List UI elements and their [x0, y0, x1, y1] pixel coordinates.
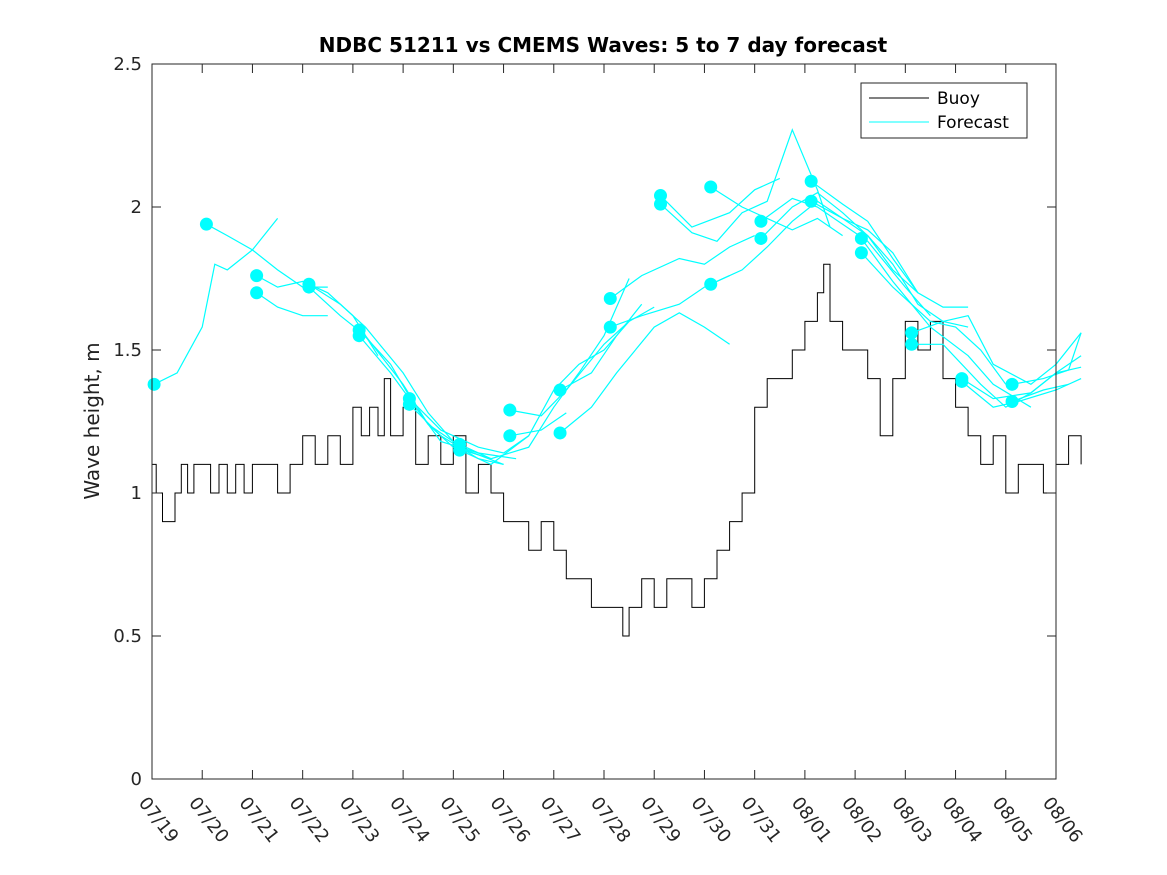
y-tick-label: 2.5: [113, 54, 142, 75]
y-tick-label: 0.5: [113, 626, 142, 647]
legend: Buoy Forecast: [860, 82, 1028, 139]
forecast-start-marker: [147, 377, 161, 391]
forecast-line: [760, 191, 919, 294]
y-tick-label: 0: [131, 769, 142, 790]
forecast-line: [358, 335, 504, 465]
forecast-start-marker: [854, 246, 868, 260]
forecast-line: [760, 197, 931, 317]
y-tick-label: 1: [131, 483, 142, 504]
forecast-start-marker: [503, 429, 517, 443]
forecast-line: [609, 235, 755, 299]
forecast-start-marker: [754, 231, 768, 245]
forecast-start-marker: [199, 217, 213, 231]
forecast-line: [710, 186, 843, 237]
forecast-line: [408, 398, 530, 454]
forecast-start-marker: [854, 231, 868, 245]
forecast-start-marker: [302, 280, 316, 294]
buoy-series: [152, 263, 1082, 637]
forecast-start-marker: [352, 329, 366, 343]
forecast-start-marker: [503, 403, 517, 417]
legend-box: [860, 82, 1028, 139]
forecast-line: [660, 177, 781, 228]
forecast-start-marker: [402, 397, 416, 411]
forecast-line: [860, 252, 1007, 385]
forecast-line: [1011, 383, 1069, 403]
forecast-start-marker: [553, 383, 567, 397]
forecast-line: [308, 286, 492, 460]
legend-forecast-label: Forecast: [937, 113, 1009, 133]
forecast-line: [559, 312, 730, 434]
forecast-start-marker: [603, 292, 617, 306]
forecast-start-marker: [250, 286, 264, 300]
y-tick-label: 2: [131, 197, 142, 218]
y-tick-label: 1.5: [113, 340, 142, 361]
forecast-start-marker: [905, 326, 919, 340]
plot-area: 00.511.522.5 07/19 07/20 07/21 07/22 07/23 07…: [113, 54, 1086, 847]
legend-buoy-label: Buoy: [937, 89, 980, 109]
forecast-start-marker: [754, 214, 768, 228]
forecast-start-marker: [453, 443, 467, 457]
buoy-line: [152, 263, 1082, 637]
forecast-start-marker: [1005, 394, 1019, 408]
forecast-start-marker: [654, 197, 667, 211]
forecast-start-marker: [704, 277, 718, 291]
y-axis: 0 0.5 1 1.5 2 2.5: [113, 54, 1056, 790]
chart-title: NDBC 51211 vs CMEMS Waves: 5 to 7 day fo…: [319, 33, 888, 57]
forecast-start-marker: [1005, 377, 1019, 391]
forecast-line: [961, 355, 1082, 400]
y-axis-label: Wave height, m: [80, 342, 104, 499]
forecast-line: [256, 292, 328, 317]
forecast-start-marker: [250, 269, 264, 283]
forecast-line: [459, 278, 630, 460]
forecast-start-marker: [603, 320, 617, 334]
forecast-line: [509, 412, 567, 437]
forecast-start-marker: [804, 174, 818, 188]
forecast-line: [810, 180, 969, 308]
forecast-start-marker: [704, 180, 718, 194]
forecast-series: [147, 128, 1082, 466]
forecast-start-marker: [905, 337, 919, 351]
axes-background: [152, 64, 1056, 779]
forecast-start-marker: [553, 426, 567, 440]
forecast-start-marker: [955, 374, 969, 388]
forecast-start-marker: [804, 194, 818, 208]
forecast-line: [860, 238, 1032, 408]
